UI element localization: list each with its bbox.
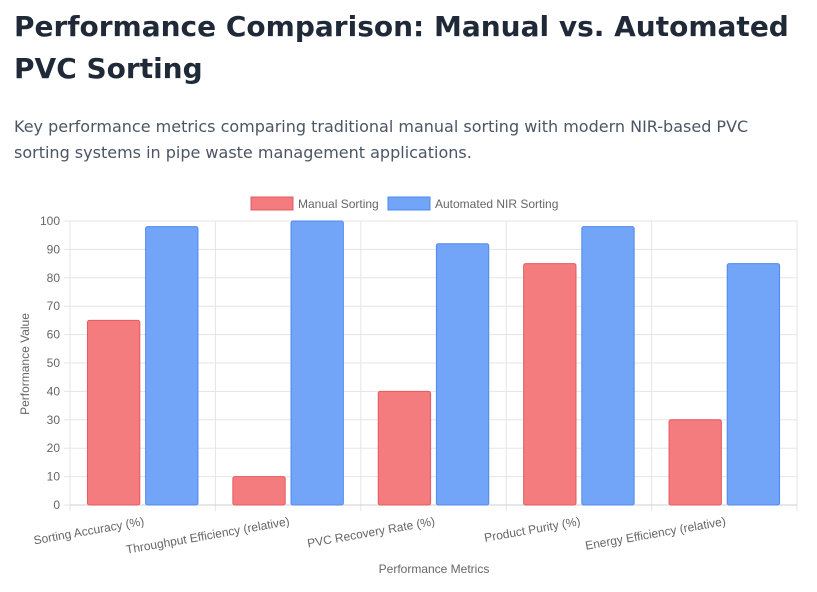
y-tick-label: 70 xyxy=(47,299,61,313)
y-axis-label: Performance Value xyxy=(18,313,32,415)
x-tick-label: Throughput Efficiency (relative) xyxy=(125,514,291,557)
bar-automated[interactable] xyxy=(581,226,635,506)
legend-swatch[interactable] xyxy=(250,196,294,211)
chart-container: Manual Sorting Automated NIR Sorting 0 10 2… xyxy=(0,188,817,588)
x-tick-label: Product Purity (%) xyxy=(483,514,581,545)
bar-manual[interactable] xyxy=(232,476,286,506)
bar-manual[interactable] xyxy=(86,319,141,506)
x-tick-label: Energy Efficiency (relative) xyxy=(584,514,727,553)
y-tick-label: 80 xyxy=(47,271,61,285)
y-tick-label: 60 xyxy=(47,328,61,342)
bar-automated[interactable] xyxy=(290,220,344,506)
y-tick-label: 10 xyxy=(47,470,61,484)
x-tick-label: PVC Recovery Rate (%) xyxy=(306,514,436,550)
y-tick-label: 20 xyxy=(47,441,61,455)
legend-label[interactable]: Automated NIR Sorting xyxy=(435,197,558,211)
bar-manual[interactable] xyxy=(668,419,722,506)
y-tick-label: 50 xyxy=(47,356,61,370)
bar-chart: Manual Sorting Automated NIR Sorting 0 10 2… xyxy=(18,196,798,576)
bar-automated[interactable] xyxy=(145,226,199,506)
legend-label[interactable]: Manual Sorting xyxy=(298,197,379,211)
bar-automated[interactable] xyxy=(726,263,781,506)
bar-manual[interactable] xyxy=(377,390,432,506)
page-title: Performance Comparison: Manual vs. Autom… xyxy=(14,10,789,85)
legend-swatch[interactable] xyxy=(387,196,431,211)
y-tick-label: 40 xyxy=(47,384,61,398)
page-subtitle: Key performance metrics comparing tradit… xyxy=(14,117,749,162)
y-tick-label: 100 xyxy=(40,214,60,228)
bar-manual[interactable] xyxy=(523,263,577,506)
x-axis-label: Performance Metrics xyxy=(379,562,490,576)
bar-automated[interactable] xyxy=(435,243,490,506)
y-tick-label: 30 xyxy=(47,413,61,427)
y-tick-label: 90 xyxy=(47,242,61,256)
y-axis-ticks: 0 10 20 30 40 50 60 70 80 90 100 xyxy=(40,214,60,512)
chart-legend[interactable]: Manual Sorting Automated NIR Sorting xyxy=(250,196,558,211)
x-axis-ticks: Sorting Accuracy (%)Throughput Efficienc… xyxy=(32,514,726,557)
y-tick-label: 0 xyxy=(53,498,60,512)
chart-bars xyxy=(86,220,781,506)
